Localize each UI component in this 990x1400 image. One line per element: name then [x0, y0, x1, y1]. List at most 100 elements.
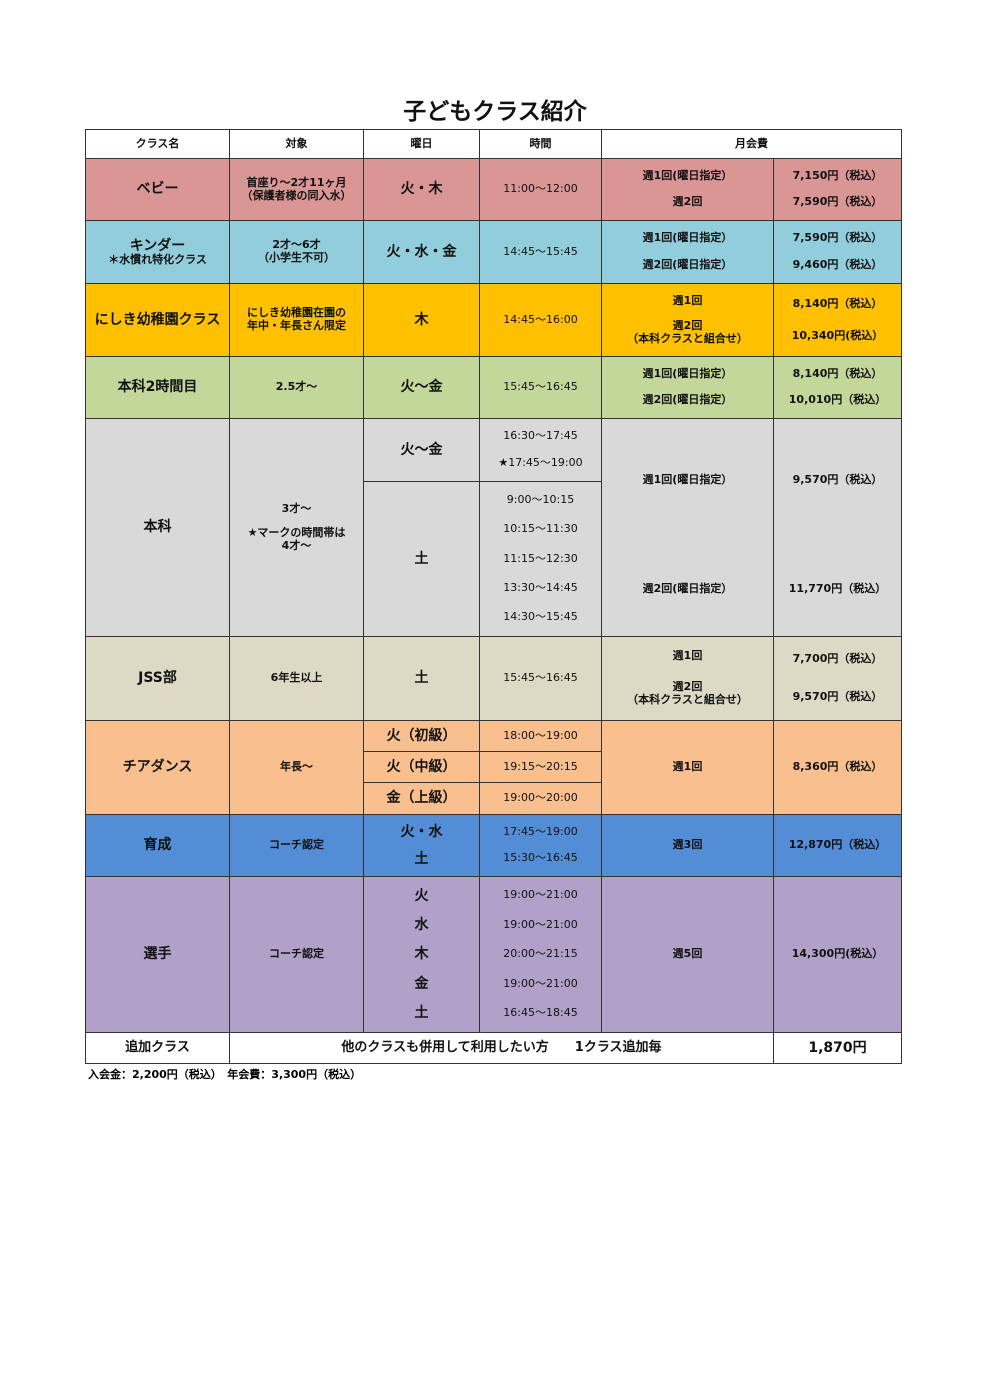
times: 16:30～17:45 ★17:45～19:00	[479, 418, 602, 482]
plan-note: （本科クラスと組合せ）	[627, 693, 748, 707]
plans: 週1回(曜日指定） 週2回(曜日指定）	[601, 356, 774, 419]
class-name: 選手	[85, 876, 230, 1033]
fee: 11,770円（税込）	[788, 581, 887, 595]
header-fee: 月会費	[601, 129, 902, 159]
extra-description: 他のクラスも併用して利用したい方 1クラス追加毎	[229, 1032, 774, 1064]
time: 17:45～19:00	[503, 824, 578, 838]
fees: 7,150円（税込） 7,590円（税込）	[773, 158, 902, 221]
fee: 7,590円（税込）	[792, 231, 883, 245]
plans: 週1回(曜日指定） 週2回	[601, 158, 774, 221]
plan: 週2回(曜日指定）	[642, 393, 733, 407]
target-line: 首座り～2才11ヶ月	[246, 175, 347, 189]
day: 木	[414, 946, 429, 963]
fee: 9,460円（税込）	[792, 258, 883, 272]
target-line: （小学生不可）	[258, 251, 335, 264]
time: 16:45～18:45	[503, 1005, 578, 1019]
day: 火・木	[363, 158, 480, 221]
plan: 週1回	[672, 649, 703, 663]
plan: 週2回 （本科クラスと組合せ）	[627, 681, 748, 706]
fee: 8,360円（税込）	[773, 720, 902, 815]
target: コーチ認定	[229, 876, 364, 1033]
plan: 週1回	[601, 720, 774, 815]
class-name: チアダンス	[85, 720, 230, 815]
target-line: 3才～	[281, 501, 312, 515]
day: 火（中級）	[363, 751, 480, 783]
target: 年長～	[229, 720, 364, 815]
day: 土	[414, 850, 429, 867]
days: 火水木金土	[363, 876, 480, 1033]
fee: 8,140円（税込）	[792, 296, 883, 310]
class-name: キンダー ＊水慣れ特化クラス	[85, 220, 230, 284]
time: 15:45～16:45	[479, 356, 602, 419]
target-line: （保護者様の同入水）	[241, 188, 352, 202]
time: 19:00～20:00	[479, 782, 602, 815]
header-class-name: クラス名	[85, 129, 230, 159]
fees: 7,590円（税込） 9,460円（税込）	[773, 220, 902, 284]
class-name: ベビー	[85, 158, 230, 221]
time: 13:30～14:45	[503, 580, 578, 594]
plan-text: 週2回	[672, 319, 703, 333]
class-name: 追加クラス	[85, 1032, 230, 1064]
fee: 12,870円（税込）	[773, 814, 902, 877]
header-day: 曜日	[363, 129, 480, 159]
class-name: にしき幼稚園クラス	[85, 283, 230, 357]
class-name: 本科	[85, 418, 230, 637]
class-name: JSS部	[85, 636, 230, 721]
plan-note: （本科クラスと組合せ）	[627, 331, 748, 345]
page-title: 子どもクラス紹介	[403, 99, 587, 125]
header-target: 対象	[229, 129, 364, 159]
time: 20:00～21:15	[503, 947, 578, 961]
day: 水	[414, 917, 429, 934]
time: 19:00～21:00	[503, 888, 578, 902]
day: 金	[414, 975, 429, 992]
fees	[773, 418, 902, 637]
fees: 8,140円（税込） 10,010円（税込）	[773, 356, 902, 419]
times: 17:45～19:00 15:30～16:45	[479, 814, 602, 877]
times: 9:00～10:15 10:15～11:30 11:15～12:30 13:30～14…	[479, 481, 602, 637]
time: 11:15～12:30	[503, 551, 578, 565]
target-line: 2才～6才	[272, 238, 321, 252]
time: 15:45～16:45	[479, 636, 602, 721]
class-note: ＊水慣れ特化クラス	[108, 252, 207, 266]
target: 6年生以上	[229, 636, 364, 721]
time: 19:00～21:00	[503, 917, 578, 931]
day: 火（初級）	[363, 720, 480, 752]
day: 火・水・金	[363, 220, 480, 284]
fees: 8,140円（税込） 10,340円(税込）	[773, 283, 902, 357]
time: ★17:45～19:00	[498, 456, 583, 470]
time: 18:00～19:00	[479, 720, 602, 752]
time: 11:00～12:00	[479, 158, 602, 221]
fee: 7,150円（税込）	[792, 168, 883, 182]
header-time: 時間	[479, 129, 602, 159]
plan: 週1回(曜日指定）	[642, 231, 733, 245]
target-line: にしき幼稚園在園の	[247, 306, 346, 320]
fee: 7,700円（税込）	[792, 652, 883, 666]
target: にしき幼稚園在園の 年中・年長さん限定	[229, 283, 364, 357]
plan: 週2回(曜日指定）	[642, 258, 733, 272]
fee: 7,590円（税込）	[792, 195, 883, 209]
fee: 8,140円（税込）	[792, 366, 883, 380]
target: 首座り～2才11ヶ月 （保護者様の同入水）	[229, 158, 364, 221]
time: 15:30～16:45	[503, 851, 578, 865]
plan: 週2回(曜日指定）	[642, 581, 733, 595]
target-line: 4才～	[281, 538, 312, 552]
time: 10:15～11:30	[503, 522, 578, 536]
plans: 週1回 週2回 （本科クラスと組合せ）	[601, 283, 774, 357]
plan: 週2回 （本科クラスと組合せ）	[627, 319, 748, 345]
time: 14:30～15:45	[503, 610, 578, 624]
times: 19:00～21:00 19:00～21:00 20:00～21:15 19:00～2…	[479, 876, 602, 1033]
day: 金（上級）	[363, 782, 480, 815]
fee: 10,010円（税込）	[788, 393, 887, 407]
day: 火～金	[363, 418, 480, 482]
target-line: ★マークの時間帯は	[247, 526, 346, 540]
time: 14:45～15:45	[479, 220, 602, 284]
plans: 週1回(曜日指定） 週2回(曜日指定）	[601, 220, 774, 284]
footer-note: 入会金：2,200円（税込） 年会費：3,300円（税込）	[88, 1068, 362, 1081]
plans: 週1回週2回 （本科クラスと組合せ）	[601, 636, 774, 721]
class-name: 本科2時間目	[85, 356, 230, 419]
target: コーチ認定	[229, 814, 364, 877]
class-name: 育成	[85, 814, 230, 877]
time: 19:00～21:00	[503, 976, 578, 990]
time: 9:00～10:15	[506, 493, 575, 507]
